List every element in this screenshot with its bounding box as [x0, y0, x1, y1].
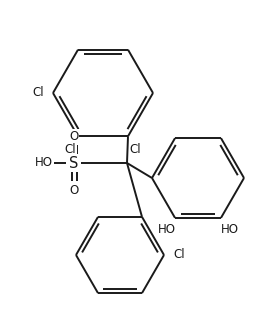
Text: Cl: Cl — [130, 143, 141, 156]
Text: HO: HO — [35, 156, 53, 170]
Text: O: O — [69, 183, 79, 197]
Text: HO: HO — [221, 223, 238, 236]
Text: Cl: Cl — [173, 249, 185, 261]
Text: O: O — [69, 130, 79, 142]
Text: HO: HO — [157, 223, 175, 236]
Text: Cl: Cl — [65, 143, 76, 156]
Text: Cl: Cl — [32, 86, 44, 100]
Text: S: S — [69, 156, 79, 171]
